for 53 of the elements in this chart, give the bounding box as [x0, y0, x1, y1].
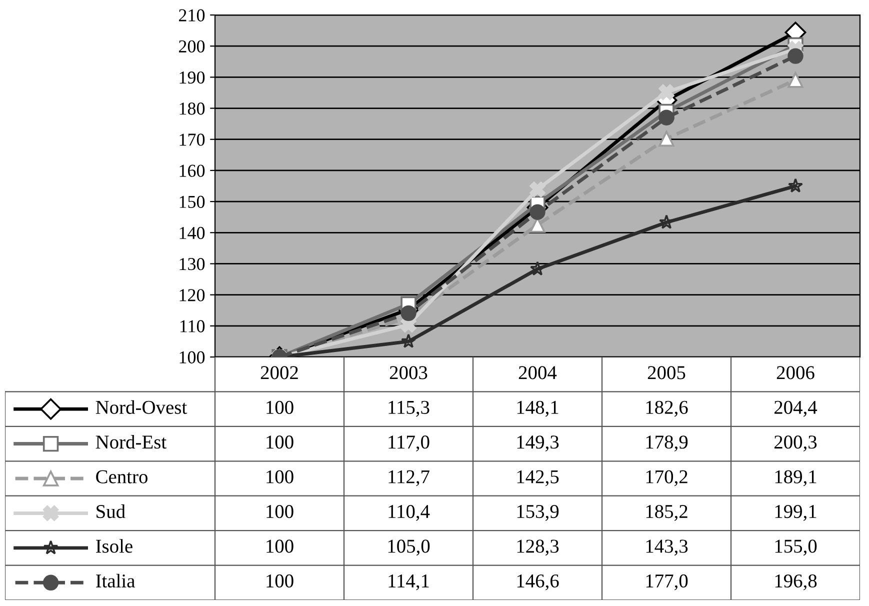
data-label: 142,5 — [517, 470, 559, 486]
legend-label: Isole — [96, 539, 132, 553]
x-tick-label: 2006 — [776, 366, 814, 380]
data-label: 110,4 — [388, 504, 430, 521]
data-label: 185,2 — [646, 504, 688, 521]
y-tick-label: 130 — [180, 258, 205, 270]
data-label: 117,0 — [388, 436, 430, 452]
data-label: 178,9 — [646, 436, 688, 452]
x-tick-label: 2003 — [390, 366, 428, 380]
data-label: 153,9 — [517, 505, 559, 521]
data-label: 189,1 — [775, 470, 816, 486]
data-label: 149,3 — [517, 436, 559, 452]
x-tick-label: 2002 — [260, 366, 298, 380]
x-tick-label: 2004 — [518, 366, 557, 380]
data-label: 143,3 — [646, 540, 688, 556]
data-label: 115,3 — [388, 400, 430, 417]
data-label: 100 — [266, 540, 294, 553]
legend-label: Nord-Ovest — [96, 400, 187, 414]
legend-label: Sud — [96, 504, 126, 518]
y-tick-label: 170 — [180, 134, 205, 146]
data-label: 100 — [266, 470, 294, 484]
data-label: 170,2 — [646, 470, 688, 486]
data-label: 199,1 — [775, 505, 816, 521]
y-tick-label: 210 — [178, 9, 205, 22]
data-label: 148,1 — [517, 400, 558, 417]
data-label: 100 — [266, 436, 294, 449]
data-label: 155,0 — [775, 540, 817, 556]
data-label: 100 — [266, 574, 294, 588]
data-label: 146,6 — [517, 574, 559, 590]
data-label: 114,1 — [388, 574, 429, 590]
y-tick-label: 200 — [178, 40, 205, 53]
data-label: 182,6 — [646, 400, 688, 417]
data-label: 177,0 — [646, 574, 688, 590]
y-tick-label: 150 — [180, 196, 205, 208]
legend-label: Nord-Est — [96, 434, 166, 449]
y-tick-label: 140 — [180, 226, 205, 240]
y-tick-label: 190 — [180, 71, 205, 84]
y-tick-label: 100 — [180, 351, 205, 364]
y-tick-label: 120 — [180, 289, 205, 302]
y-tick-label: 160 — [180, 164, 205, 177]
data-label: 112,7 — [388, 470, 430, 486]
y-tick-label: 180 — [180, 102, 205, 115]
legend-label: Italia — [96, 574, 135, 588]
data-label: 200,3 — [774, 436, 817, 452]
data-label: 196,8 — [775, 574, 817, 590]
data-label: 100 — [266, 504, 294, 518]
data-label: 100 — [266, 400, 294, 414]
legend-label: Centro — [96, 470, 148, 484]
data-label: 105,0 — [388, 540, 430, 556]
data-label: 128,3 — [517, 540, 559, 556]
data-label: 204,4 — [774, 400, 818, 417]
x-tick-label: 2005 — [648, 366, 686, 380]
y-tick-label: 110 — [180, 320, 205, 332]
